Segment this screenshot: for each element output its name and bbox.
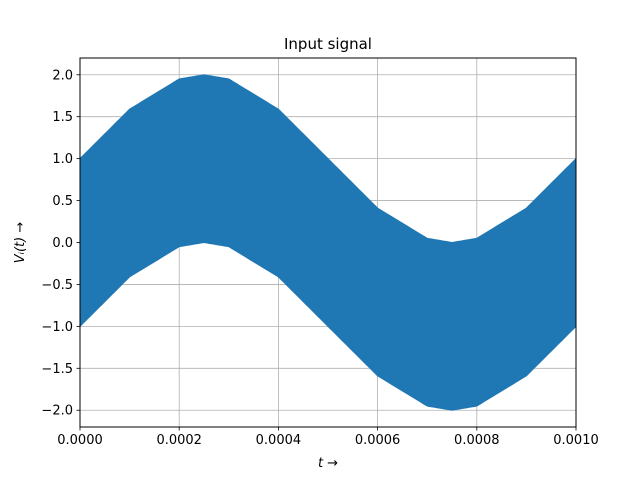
x-tick-label: 0.0008 xyxy=(454,433,500,448)
y-tick-label: 2.0 xyxy=(52,68,73,83)
ticks: 0.0000 0.0002 0.0004 0.0006 0.0008 0.0010 −2.0… xyxy=(41,68,598,448)
x-tick-label: 0.0004 xyxy=(256,433,302,448)
y-tick-label: −2.0 xyxy=(41,404,73,419)
x-axis-label: t → xyxy=(318,456,338,471)
y-axis-label: Vᵢ(t) → xyxy=(13,222,28,264)
y-tick-label: −1.5 xyxy=(41,362,73,377)
chart-title: Input signal xyxy=(284,35,372,53)
x-tick-label: 0.0010 xyxy=(553,433,599,448)
x-tick-label: 0.0002 xyxy=(156,433,202,448)
y-tick-label: 1.0 xyxy=(52,152,73,167)
y-tick-label: −0.5 xyxy=(41,278,73,293)
y-tick-label: −1.0 xyxy=(41,320,73,335)
y-tick-label: 0.5 xyxy=(52,194,73,209)
x-tick-label: 0.0006 xyxy=(355,433,401,448)
y-tick-label: 1.5 xyxy=(52,110,73,125)
x-tick-label: 0.0000 xyxy=(57,433,103,448)
y-tick-label: 0.0 xyxy=(52,236,73,251)
